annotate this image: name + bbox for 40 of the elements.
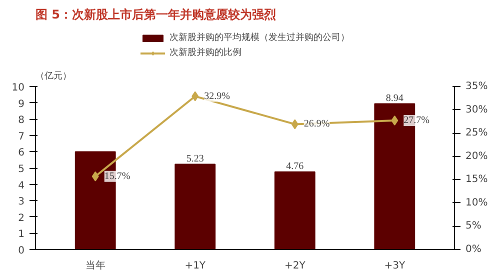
y-axis-title: （亿元） <box>36 70 72 82</box>
y-tick-label: 2 <box>18 212 25 224</box>
bar <box>274 171 316 250</box>
data-label: 27.7% <box>404 114 430 126</box>
legend-label: 次新股并购的比例 <box>170 46 242 59</box>
y2-tick-label: 35% <box>466 81 488 92</box>
y-tick-label: 6 <box>18 148 25 159</box>
data-label: 8.94 <box>386 92 404 104</box>
y2-tick-label: 25% <box>466 128 488 139</box>
x-tick-label: 当年 <box>85 260 106 272</box>
y-tick-label: 7 <box>18 131 25 142</box>
data-label: 26.9% <box>304 118 330 130</box>
bar <box>174 164 216 250</box>
data-label: 15.7% <box>104 170 130 182</box>
point <box>391 115 398 126</box>
x-tick-label: +3Y <box>384 260 406 272</box>
y-tick-label: 1 <box>18 229 25 240</box>
data-label: 4.76 <box>286 160 304 172</box>
y2-tick-label: 15% <box>466 174 488 186</box>
y-tick-label: 3 <box>18 196 25 208</box>
chart-title: 图 5：次新股上市后第一年并购意愿较为强烈 <box>36 8 276 22</box>
legend-label: 次新股并购的平均规模（发生过并购的公司） <box>170 32 350 44</box>
y-tick-label: 8 <box>18 115 25 126</box>
point <box>192 91 199 102</box>
y2-tick-label: 20% <box>466 150 488 162</box>
data-label: 5.23 <box>186 153 204 164</box>
point <box>291 119 298 130</box>
x-tick-label: +2Y <box>284 260 306 272</box>
y2-tick-label: 10% <box>466 197 488 208</box>
y-tick-label: 10 <box>12 82 25 94</box>
x-tick-label: +1Y <box>184 260 206 272</box>
data-label: 32.9% <box>204 90 230 102</box>
y-tick-label: 9 <box>18 98 25 110</box>
y-tick-label: 4 <box>18 180 25 192</box>
y2-tick-label: 0% <box>466 244 482 255</box>
y-tick-label: 5 <box>18 164 25 175</box>
point <box>92 171 99 182</box>
y2-tick-label: 30% <box>466 104 488 116</box>
y-tick-label: 0 <box>18 246 25 256</box>
y2-tick-label: 5% <box>466 220 482 232</box>
